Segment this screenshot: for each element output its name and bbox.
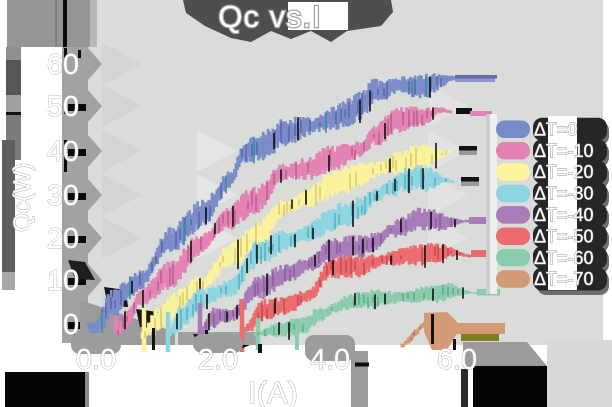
- svg-text:Qc vs.I: Qc vs.I: [218, 0, 321, 34]
- svg-text:ΔT=-60: ΔT=-60: [534, 248, 594, 268]
- svg-text:4.0: 4.0: [310, 344, 350, 376]
- svg-text:2.0: 2.0: [198, 344, 238, 376]
- svg-text:ΔT=-20: ΔT=-20: [534, 162, 594, 182]
- svg-text:0.0: 0.0: [76, 344, 116, 376]
- svg-text:ΔT=-10: ΔT=-10: [534, 141, 594, 161]
- svg-text:I(A): I(A): [248, 375, 298, 407]
- svg-text:10: 10: [47, 265, 79, 297]
- svg-text:ΔT=0: ΔT=0: [534, 119, 578, 139]
- svg-text:ΔT=-40: ΔT=-40: [534, 205, 594, 225]
- svg-text:ΔT=-70: ΔT=-70: [534, 269, 594, 289]
- svg-text:40: 40: [47, 136, 79, 168]
- svg-text:0: 0: [63, 309, 79, 341]
- svg-text:Qc(W): Qc(W): [9, 163, 36, 232]
- svg-text:60: 60: [47, 49, 79, 81]
- svg-text:30: 30: [47, 180, 79, 212]
- svg-text:ΔT=-30: ΔT=-30: [534, 184, 594, 204]
- svg-text:ΔT=-50: ΔT=-50: [534, 226, 594, 246]
- svg-text:50: 50: [47, 91, 79, 123]
- svg-text:6.0: 6.0: [437, 344, 477, 376]
- svg-text:20: 20: [47, 223, 79, 255]
